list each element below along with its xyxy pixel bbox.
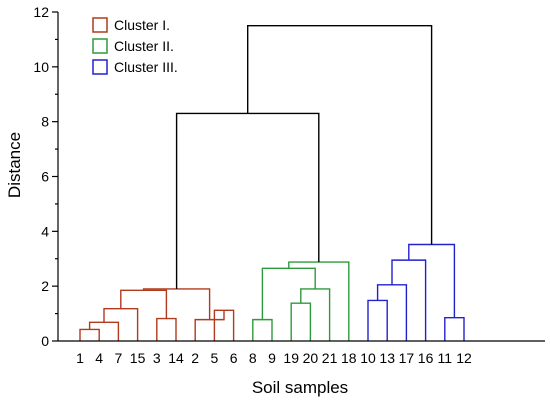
y-tick-label-8: 8 (41, 114, 49, 130)
x-tick-label-10: 10 (360, 350, 376, 366)
merge-link-m2 (88, 321, 120, 341)
x-tick-label-6: 6 (230, 350, 238, 366)
legend-label-2: Cluster II. (114, 38, 174, 54)
x-tick-label-16: 16 (418, 350, 434, 366)
merge-link-m1 (79, 328, 100, 341)
merge-link-m5 (213, 309, 235, 341)
y-tick-label-4: 4 (41, 223, 49, 239)
merge-link-m17 (444, 316, 465, 341)
dendrogram-links (79, 25, 465, 341)
merge-link-m20 (247, 25, 433, 245)
x-tick-label-13: 13 (379, 350, 395, 366)
legend-swatch-2 (92, 38, 108, 54)
merge-link-m13 (288, 261, 350, 341)
x-tick-label-20: 20 (303, 350, 319, 366)
legend-label-1: Cluster I. (114, 17, 170, 33)
merge-link-m15 (376, 284, 408, 341)
x-tick-label-11: 11 (438, 350, 453, 366)
x-tick-label-2: 2 (191, 350, 199, 366)
x-tick-label-7: 7 (115, 350, 123, 366)
x-tick-label-18: 18 (341, 350, 357, 366)
x-tick-label-15: 15 (130, 350, 146, 366)
y-tick-label-0: 0 (41, 333, 49, 349)
merge-link-m10 (290, 302, 312, 341)
x-tick-label-19: 19 (283, 350, 299, 366)
x-tick-label-3: 3 (153, 350, 161, 366)
y-tick-label-12: 12 (33, 4, 49, 20)
x-ticks: 1 4 7 15 3 14 2 5 6 8 9 19 20 21 18 10 13 17 16 11 12 (76, 350, 472, 366)
y-tick-label-10: 10 (33, 59, 49, 75)
merge-link-m9 (252, 318, 273, 341)
merge-link-m4 (156, 317, 177, 341)
x-tick-label-4: 4 (95, 350, 103, 366)
x-tick-label-9: 9 (268, 350, 276, 366)
y-tick-label-2: 2 (41, 278, 49, 294)
x-tick-label-5: 5 (211, 350, 219, 366)
merge-link-m19 (175, 112, 320, 289)
merge-link-m12 (261, 267, 316, 320)
x-tick-label-1: 1 (76, 350, 84, 366)
x-tick-label-21: 21 (322, 350, 338, 366)
merge-link-m3 (103, 307, 139, 341)
x-tick-label-14: 14 (168, 350, 184, 366)
merge-link-m8 (142, 288, 211, 320)
merge-link-m16 (391, 259, 427, 341)
merge-link-m18 (408, 243, 456, 318)
merge-link-m7 (120, 289, 168, 319)
legend: Cluster I. Cluster II. Cluster III. (92, 17, 178, 75)
legend-label-3: Cluster III. (114, 59, 178, 75)
y-ticks: 0 2 4 6 8 10 12 (33, 4, 58, 349)
y-tick-label-6: 6 (41, 169, 49, 185)
y-axis-title: Distance (5, 132, 24, 198)
legend-swatch-3 (92, 59, 108, 75)
legend-swatch-1 (92, 17, 108, 33)
x-axis-title: Soil samples (252, 378, 348, 397)
x-tick-label-8: 8 (249, 350, 257, 366)
merge-link-m14 (367, 299, 388, 341)
merge-link-m11 (300, 288, 331, 341)
x-tick-label-12: 12 (456, 350, 472, 366)
x-tick-label-17: 17 (399, 350, 415, 366)
